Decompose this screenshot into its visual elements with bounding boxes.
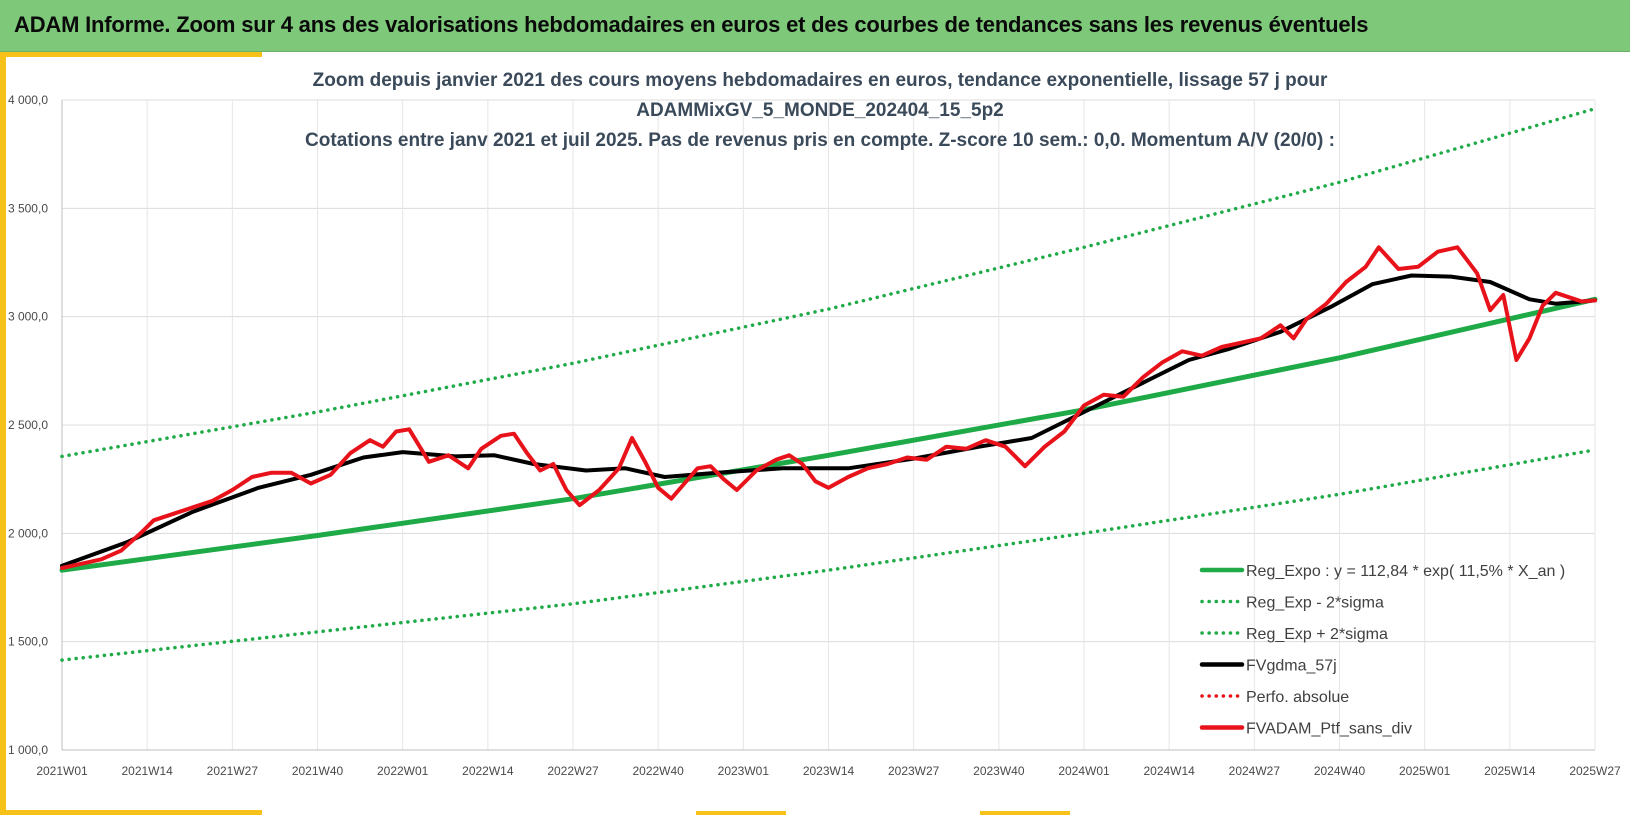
accent-bar-bottom-right bbox=[980, 811, 1070, 815]
legend-label: FVADAM_Ptf_sans_div bbox=[1246, 721, 1412, 738]
y-tick-label: 3 000,0 bbox=[8, 310, 48, 324]
x-tick-label: 2025W01 bbox=[1399, 764, 1451, 778]
x-tick-label: 2023W40 bbox=[973, 764, 1025, 778]
x-tick-label: 2025W27 bbox=[1569, 764, 1621, 778]
x-tick-label: 2022W01 bbox=[377, 764, 429, 778]
series-line-0 bbox=[59, 296, 1598, 573]
accent-bar-bottom bbox=[0, 810, 262, 815]
x-tick-label: 2023W14 bbox=[803, 764, 855, 778]
y-tick-label: 3 500,0 bbox=[8, 201, 48, 215]
legend-label: Reg_Exp + 2*sigma bbox=[1246, 626, 1388, 643]
x-tick-label: 2023W01 bbox=[718, 764, 770, 778]
chart-title-line-2: ADAMMixGV_5_MONDE_202404_15_5p2 bbox=[636, 100, 1004, 121]
x-tick-label: 2024W27 bbox=[1229, 764, 1281, 778]
x-tick-label: 2021W40 bbox=[292, 764, 344, 778]
x-tick-label: 2024W40 bbox=[1314, 764, 1366, 778]
x-tick-label: 2021W14 bbox=[121, 764, 173, 778]
legend: Reg_Expo : y = 112,84 * exp( 11,5% * X_a… bbox=[1199, 563, 1565, 738]
series bbox=[59, 106, 1598, 662]
series-line-5 bbox=[60, 245, 1597, 570]
x-tick-label: 2021W27 bbox=[207, 764, 259, 778]
series-line-1 bbox=[60, 448, 1597, 662]
x-tick-label: 2021W01 bbox=[36, 764, 88, 778]
y-tick-label: 2 000,0 bbox=[8, 526, 48, 540]
grid bbox=[61, 99, 1596, 751]
y-tick-label: 1 000,0 bbox=[8, 743, 48, 757]
axis-ticks: 1 000,0 1 500,0 2 000,0 2 500,0 3 000,0 3 500… bbox=[8, 93, 1621, 778]
x-tick-label: 2022W27 bbox=[547, 764, 599, 778]
series-line-2 bbox=[60, 106, 1597, 459]
y-tick-label: 4 000,0 bbox=[8, 93, 48, 107]
legend-label: FVgdma_57j bbox=[1246, 658, 1337, 675]
y-tick-label: 1 500,0 bbox=[8, 635, 48, 649]
accent-bar-bottom-mid bbox=[696, 811, 786, 815]
chart-title-line-3: Cotations entre janv 2021 et juil 2025. … bbox=[305, 130, 1335, 151]
accent-bar-top bbox=[0, 52, 262, 57]
accent-bar-left bbox=[0, 52, 6, 815]
legend-label: Perfo. absolue bbox=[1246, 689, 1349, 706]
x-tick-label: 2022W14 bbox=[462, 764, 514, 778]
banner-title: ADAM Informe. Zoom sur 4 ans des valoris… bbox=[14, 12, 1369, 37]
x-tick-label: 2023W27 bbox=[888, 764, 940, 778]
y-tick-label: 2 500,0 bbox=[8, 418, 48, 432]
chart-title-line-1: Zoom depuis janvier 2021 des cours moyen… bbox=[312, 70, 1328, 91]
x-tick-label: 2022W40 bbox=[632, 764, 684, 778]
legend-label: Reg_Expo : y = 112,84 * exp( 11,5% * X_a… bbox=[1246, 563, 1565, 580]
x-tick-label: 2024W14 bbox=[1143, 764, 1195, 778]
legend-label: Reg_Exp - 2*sigma bbox=[1246, 595, 1384, 612]
title-banner: ADAM Informe. Zoom sur 4 ans des valoris… bbox=[0, 0, 1630, 52]
x-tick-label: 2024W01 bbox=[1058, 764, 1110, 778]
x-tick-label: 2025W14 bbox=[1484, 764, 1536, 778]
